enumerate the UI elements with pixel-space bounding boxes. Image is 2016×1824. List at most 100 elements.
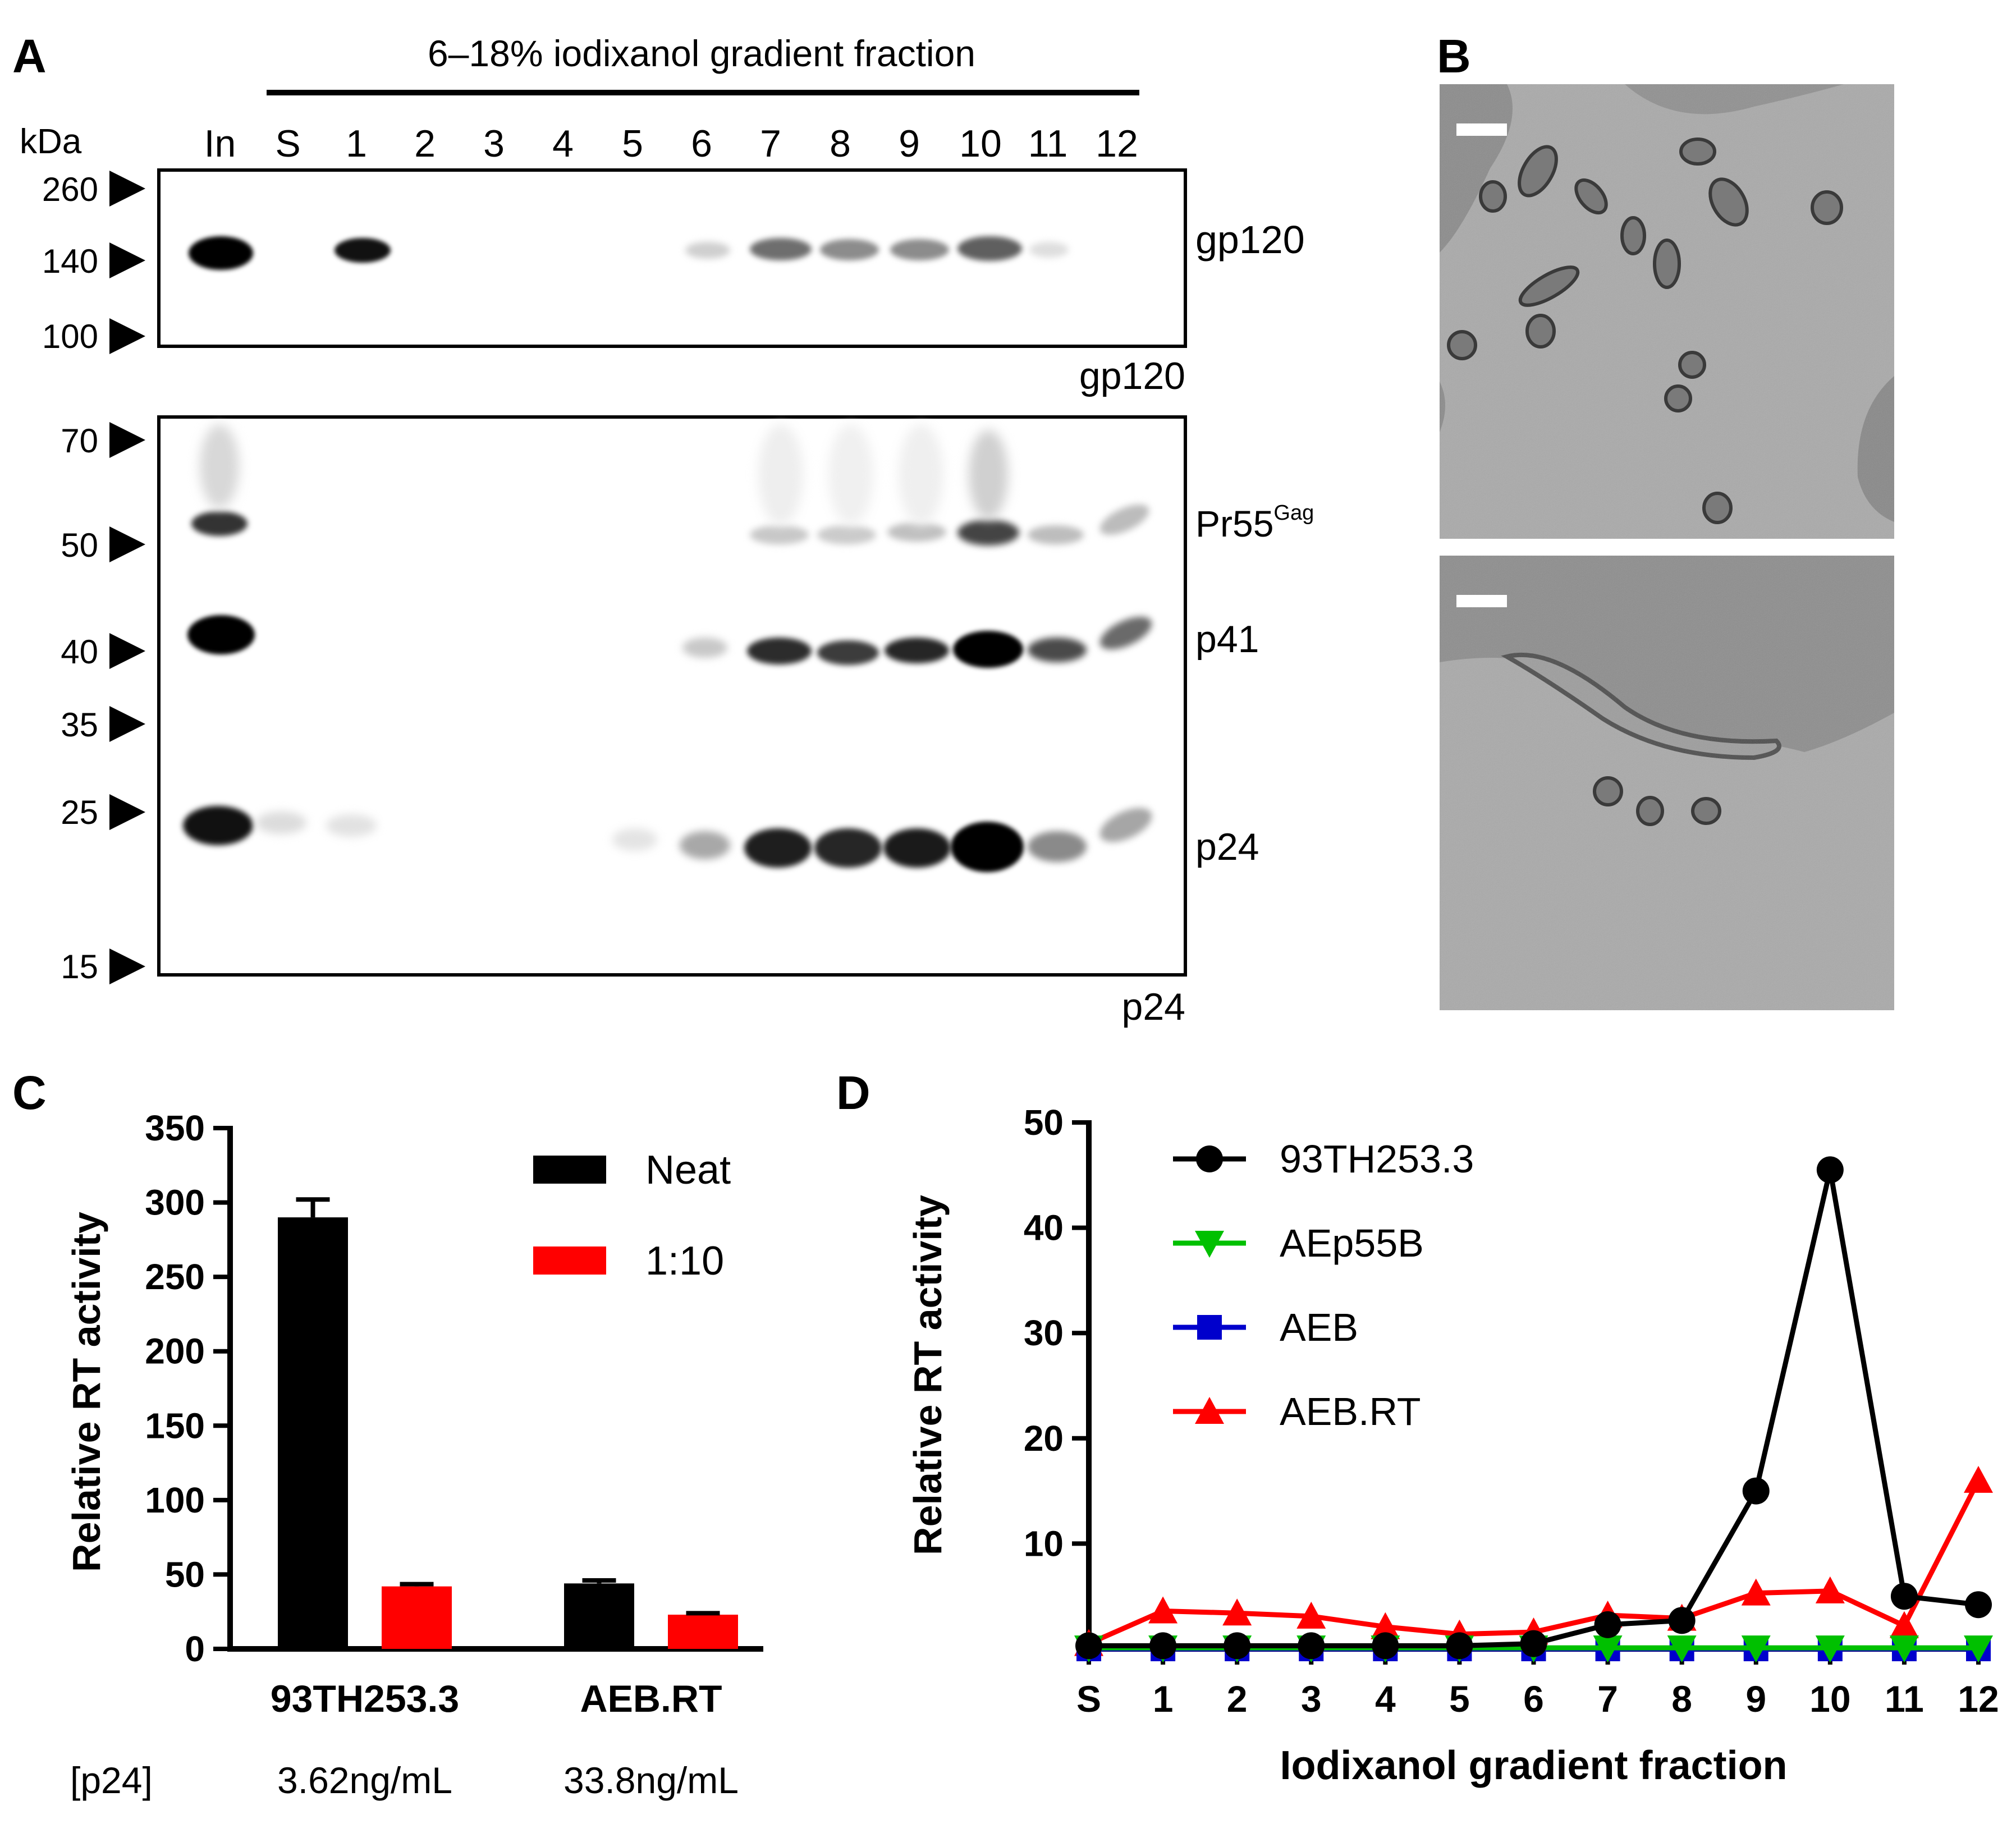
gp120-band-label: gp120 <box>1195 218 1305 262</box>
band-f12-p55 <box>1095 498 1154 542</box>
point-d-93TH253.3-12 <box>1965 1591 1992 1619</box>
point-d-AEp55B-12 <box>1964 1635 1993 1663</box>
band-f10-p55 <box>957 520 1019 546</box>
band-f12-p24 <box>1094 801 1157 849</box>
bar-c-Neat-93TH253.3 <box>278 1217 348 1649</box>
y-tick-label-c-300: 300 <box>145 1183 205 1223</box>
lane-label-8: 8 <box>830 122 851 165</box>
lane-label-3: 3 <box>483 122 505 165</box>
pr55-text: Pr55 <box>1195 503 1274 544</box>
point-d-93TH253.3-7 <box>1594 1611 1621 1638</box>
point-d-AEB.RT-1 <box>1148 1596 1178 1624</box>
band-f10-smear <box>969 430 1008 520</box>
y-tick-label-d-20: 20 <box>1024 1418 1064 1459</box>
scale-bar-top <box>1456 123 1507 136</box>
y-tick-label-c-50: 50 <box>165 1554 205 1594</box>
lane-label-10: 10 <box>959 122 1002 165</box>
band-f5-p24 <box>612 828 657 851</box>
point-d-AEB.RT-10 <box>1815 1576 1845 1603</box>
em-bottom-svg <box>1440 556 1894 1010</box>
marker-100: 100 <box>42 318 98 355</box>
marker-50-arrow <box>109 526 145 562</box>
y-axis-label-d: Relative RT activity <box>906 1195 950 1555</box>
gradient-header: 6–18% iodixanol gradient fraction <box>428 33 975 74</box>
gradient-header-line <box>267 90 1139 95</box>
scale-bar-bottom <box>1456 595 1507 607</box>
point-d-AEB.RT-2 <box>1222 1598 1252 1626</box>
em-top-svg <box>1440 84 1894 539</box>
marker-100-arrow <box>109 318 145 354</box>
y-tick-label-c-200: 200 <box>145 1331 205 1372</box>
band-in-p55 <box>191 511 248 536</box>
point-d-93TH253.3-1 <box>1149 1632 1177 1660</box>
band-f10-p24 <box>951 822 1024 872</box>
p24-blot <box>157 415 1187 977</box>
y-tick-label-d-40: 40 <box>1024 1208 1064 1248</box>
band-f7-p55 <box>750 525 809 544</box>
pr55gag-label: Pr55Gag <box>1195 502 1314 542</box>
point-d-93TH253.3-2 <box>1224 1632 1251 1660</box>
band-f8-p55 <box>817 525 876 544</box>
marker-260-arrow <box>109 171 145 207</box>
legend-marker-d-2 <box>1197 1315 1222 1340</box>
band-f8-gp120 <box>820 239 879 260</box>
x-tick-label-d-7: 7 <box>1597 1678 1618 1720</box>
band-f7-gp120 <box>750 238 812 260</box>
point-d-AEp55B-8 <box>1667 1635 1697 1663</box>
marker-25: 25 <box>61 794 98 831</box>
bar-c-Neat-AEB.RT <box>564 1583 634 1649</box>
x-tick-label-d-1: 1 <box>1153 1678 1174 1720</box>
point-d-AEp55B-7 <box>1593 1635 1623 1663</box>
point-d-AEB.RT-12 <box>1964 1465 1993 1493</box>
p24-antibody-label: p24 <box>1121 986 1185 1028</box>
y-tick-label-d-30: 30 <box>1024 1313 1064 1353</box>
em-image-top <box>1440 84 1894 539</box>
band-in-p41 <box>187 615 255 654</box>
x-tick-label-d-6: 6 <box>1523 1678 1544 1720</box>
band-f9-p55 <box>887 523 946 542</box>
point-d-93TH253.3-11 <box>1890 1583 1918 1610</box>
marker-140-arrow <box>109 242 145 278</box>
p24-row-label: [p24] <box>70 1759 153 1801</box>
virions-top <box>1447 138 1843 524</box>
band-f6-p24 <box>680 831 730 859</box>
x-cat-label-c-0: 93TH253.3 <box>271 1678 459 1720</box>
x-axis-label-d: Iodixanol gradient fraction <box>1280 1743 1787 1788</box>
panel-d-letter: D <box>836 1066 870 1119</box>
y-tick-label-c-250: 250 <box>145 1257 205 1297</box>
marker-50: 50 <box>61 526 98 564</box>
marker-15: 15 <box>61 948 98 986</box>
y-axis-label-c: Relative RT activity <box>65 1212 108 1572</box>
kda-label: kDa <box>20 122 82 161</box>
x-tick-label-d-10: 10 <box>1809 1678 1850 1720</box>
band-f10-gp120 <box>957 236 1022 261</box>
lane-label-11: 11 <box>1028 122 1068 165</box>
bar-c-1:10-93TH253.3 <box>382 1586 452 1649</box>
legend-label-c-0: Neat <box>645 1148 731 1193</box>
lane-label-12: 12 <box>1096 122 1138 165</box>
x-tick-label-d-11: 11 <box>1885 1678 1924 1720</box>
x-tick-label-d-9: 9 <box>1745 1678 1766 1720</box>
panel-a-letter: A <box>12 30 47 83</box>
band-f9-p41 <box>885 638 949 663</box>
marker-260: 260 <box>42 171 98 208</box>
gp120-antibody-label: gp120 <box>1079 355 1185 397</box>
marker-70: 70 <box>61 422 98 460</box>
legend-swatch-c-1 <box>533 1246 606 1275</box>
y-tick-label-d-50: 50 <box>1024 1102 1064 1143</box>
band-f11-p55 <box>1028 525 1084 544</box>
lane-label-2: 2 <box>414 122 436 165</box>
band-f1-p24 <box>326 814 377 837</box>
point-d-93TH253.3-4 <box>1372 1632 1399 1660</box>
gp120-blot <box>157 168 1187 348</box>
marker-140: 140 <box>42 242 98 280</box>
lane-smear-8 <box>828 424 873 525</box>
y-tick-label-c-350: 350 <box>145 1108 205 1148</box>
band-f12-p41 <box>1095 609 1157 657</box>
band-s1-gp120 <box>335 238 391 263</box>
marker-25-arrow <box>109 794 145 830</box>
legend-label-c-1: 1:10 <box>645 1239 724 1284</box>
band-s-p24 <box>256 812 306 834</box>
band-f10-p41 <box>953 631 1023 668</box>
